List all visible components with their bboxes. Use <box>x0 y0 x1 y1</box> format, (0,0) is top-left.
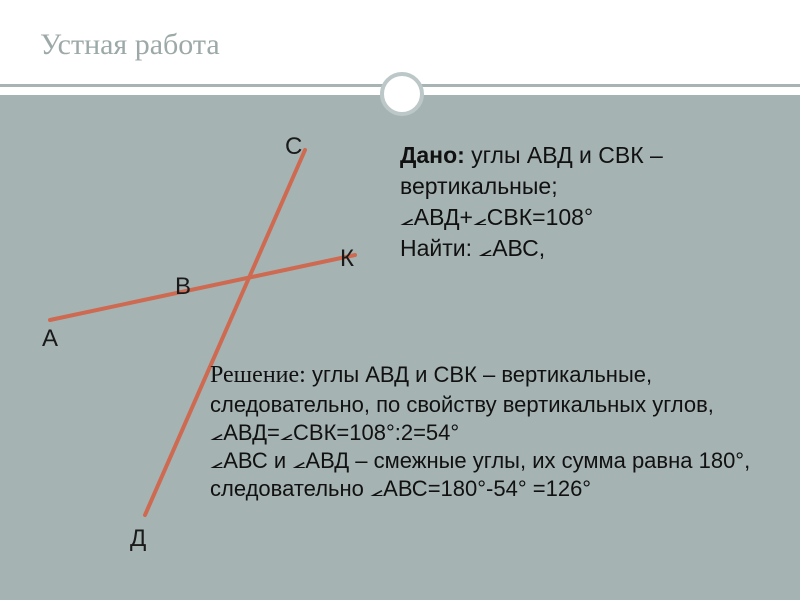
slide-title: Устная работа <box>40 28 760 62</box>
label-d: Д <box>130 525 146 553</box>
label-c: С <box>285 133 302 161</box>
solution-block: Решение: углы АВД и СВК – вертикальные, … <box>210 360 770 503</box>
decorative-circle <box>380 72 424 116</box>
geometry-diagram: А В С К Д <box>0 95 400 600</box>
diagram-svg <box>0 95 400 600</box>
given-label: Дано: <box>400 142 465 168</box>
solution-label: Решение: <box>210 362 306 388</box>
content-area: А В С К Д Дано: углы АВД и СВК – вертика… <box>0 95 800 600</box>
solution-line2: ⦟АВД=⦟СВК=108°:2=54° <box>210 419 770 447</box>
given-line3: Найти: ⦟АВС, <box>400 233 770 264</box>
given-line2: ⦟АВД+⦟СВК=108° <box>400 202 770 233</box>
solution-line1: Решение: углы АВД и СВК – вертикальные, … <box>210 360 770 419</box>
label-a: А <box>42 325 58 353</box>
label-k: К <box>340 245 354 273</box>
label-b: В <box>175 273 191 301</box>
given-line1: Дано: углы АВД и СВК – вертикальные; <box>400 140 770 202</box>
given-block: Дано: углы АВД и СВК – вертикальные; ⦟АВ… <box>400 140 770 264</box>
line-ak <box>50 255 355 320</box>
solution-line3: ⦟АВС и ⦟АВД – смежные углы, их сумма рав… <box>210 447 770 503</box>
